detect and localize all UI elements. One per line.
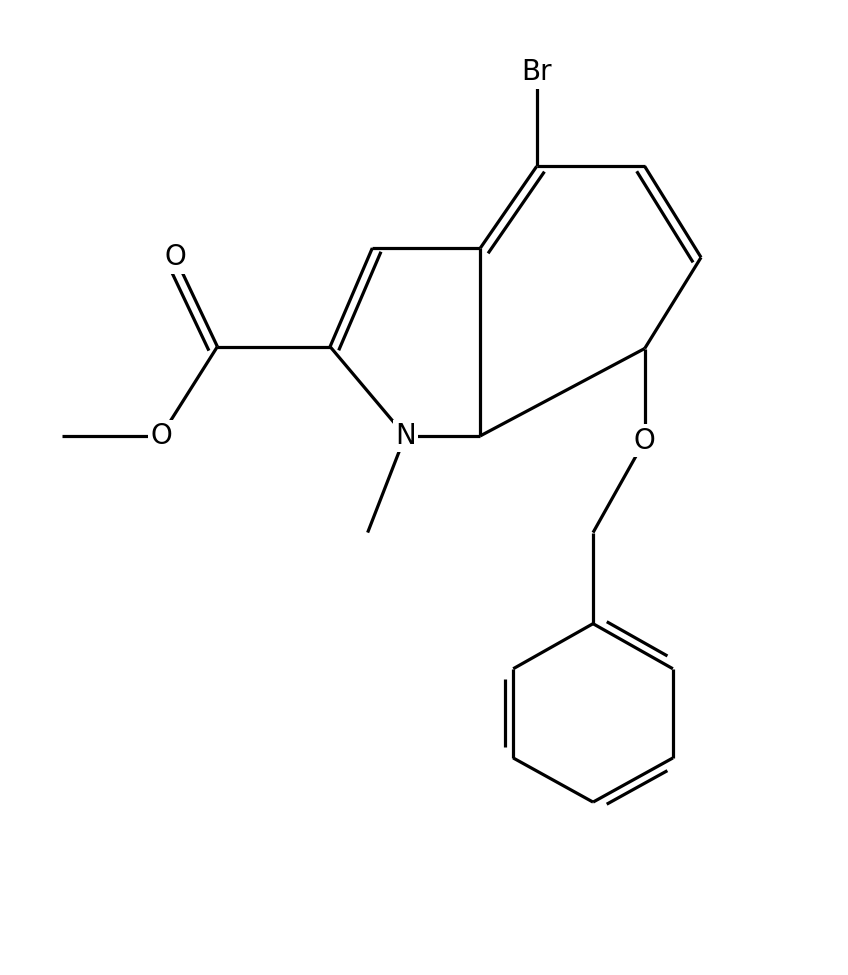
Text: O: O [633,426,656,454]
Text: O: O [165,244,186,271]
Text: O: O [150,422,172,449]
Text: Br: Br [522,58,552,87]
Text: N: N [395,422,416,449]
